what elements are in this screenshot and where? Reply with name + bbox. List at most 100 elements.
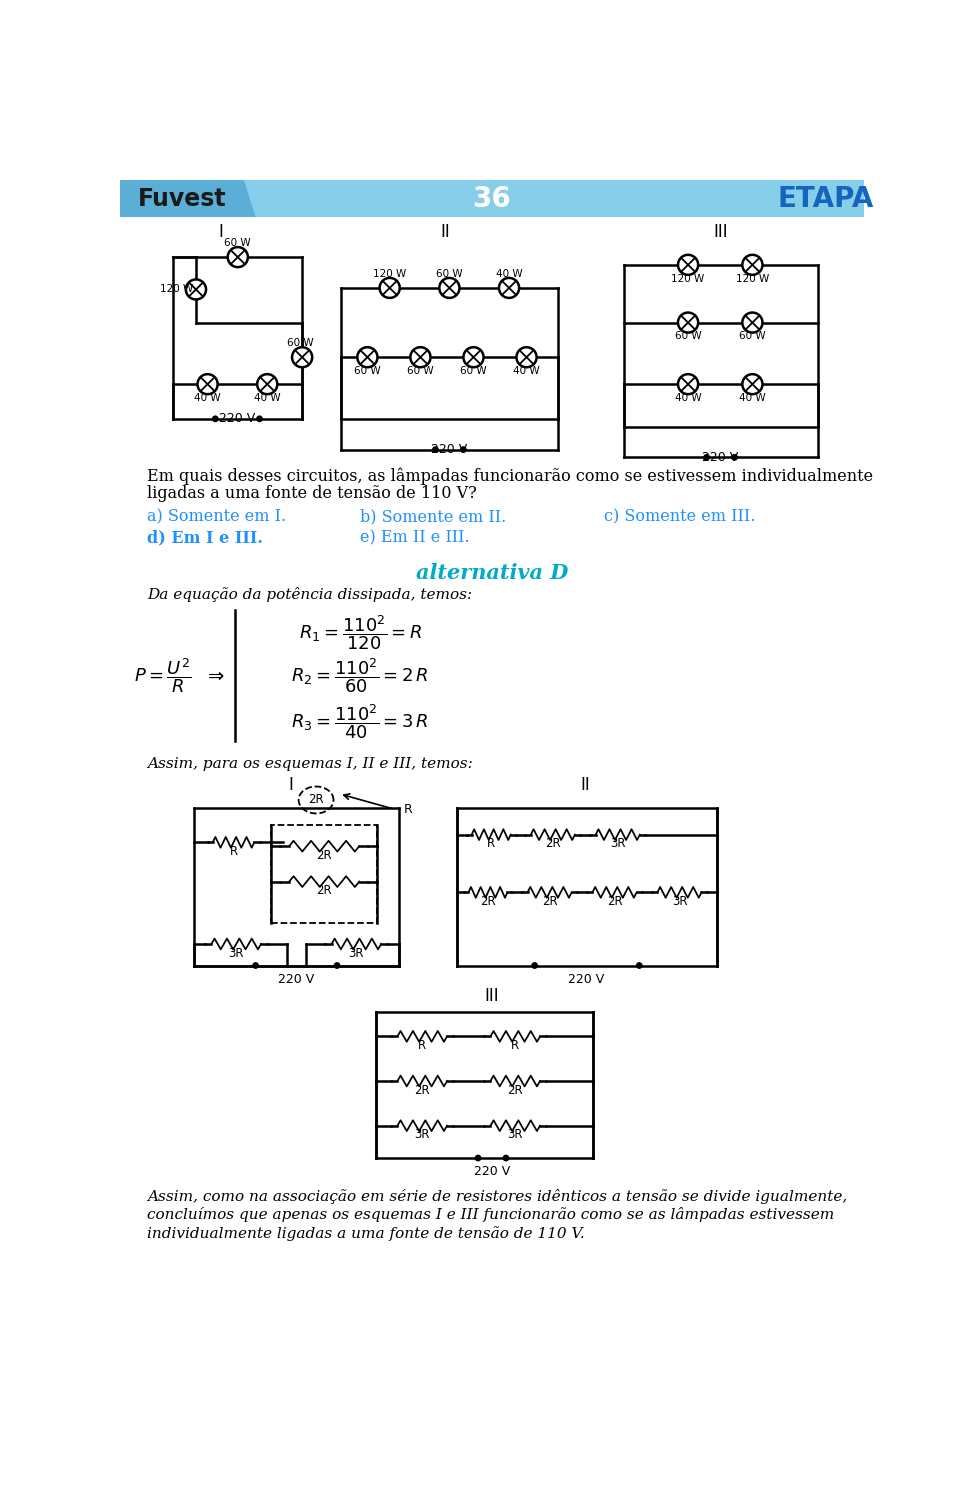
Text: Assim, como na associação em série de resistores idênticos a tensão se divide ig: Assim, como na associação em série de re… xyxy=(147,1189,848,1204)
Text: Em quais desses circuitos, as lâmpadas funcionarão como se estivessem individual: Em quais desses circuitos, as lâmpadas f… xyxy=(147,468,874,485)
Text: 3R: 3R xyxy=(610,838,626,851)
Text: 40 W: 40 W xyxy=(514,366,540,377)
Text: individualmente ligadas a uma fonte de tensão de 110 V.: individualmente ligadas a uma fonte de t… xyxy=(147,1226,585,1241)
Text: R: R xyxy=(403,803,413,815)
Circle shape xyxy=(379,278,399,297)
Text: $R_2 = \dfrac{110^2}{60} = 2\,R$: $R_2 = \dfrac{110^2}{60} = 2\,R$ xyxy=(292,656,429,695)
Text: e) Em II e III.: e) Em II e III. xyxy=(360,530,469,546)
Text: 60 W: 60 W xyxy=(407,366,434,377)
Text: 2R: 2R xyxy=(317,884,332,898)
Text: 60 W: 60 W xyxy=(287,338,314,348)
Text: 3R: 3R xyxy=(672,895,687,908)
Text: II: II xyxy=(441,224,450,242)
Text: 60 W: 60 W xyxy=(675,332,702,341)
Circle shape xyxy=(678,312,698,333)
Text: $\Rightarrow$: $\Rightarrow$ xyxy=(204,666,226,684)
Circle shape xyxy=(475,1156,481,1160)
Text: 60 W: 60 W xyxy=(460,366,487,377)
Text: 3R: 3R xyxy=(348,947,364,959)
Text: 2R: 2R xyxy=(415,1084,430,1097)
Text: R: R xyxy=(487,838,495,851)
Text: R: R xyxy=(511,1039,519,1052)
Text: 40 W: 40 W xyxy=(194,393,221,404)
Circle shape xyxy=(636,962,642,968)
Circle shape xyxy=(228,248,248,267)
Text: ETAPA: ETAPA xyxy=(777,185,874,213)
Circle shape xyxy=(357,347,377,368)
Circle shape xyxy=(186,279,206,300)
Circle shape xyxy=(440,278,460,297)
Text: 220 V: 220 V xyxy=(474,1165,510,1178)
Text: $P = \dfrac{U^2}{R}$: $P = \dfrac{U^2}{R}$ xyxy=(133,656,192,695)
Text: 60 W: 60 W xyxy=(354,366,381,377)
Circle shape xyxy=(503,1156,509,1160)
Text: ligadas a uma fonte de tensão de 110 V?: ligadas a uma fonte de tensão de 110 V? xyxy=(147,485,477,501)
Text: 2R: 2R xyxy=(508,1084,523,1097)
Text: 36: 36 xyxy=(472,185,512,213)
Circle shape xyxy=(257,374,277,395)
Text: 2R: 2R xyxy=(480,895,495,908)
Polygon shape xyxy=(120,180,255,218)
Text: 60 W: 60 W xyxy=(225,239,252,248)
Text: I: I xyxy=(288,776,293,794)
Text: 220 V: 220 V xyxy=(703,450,739,464)
Text: 40 W: 40 W xyxy=(254,393,280,404)
Text: Fuvest: Fuvest xyxy=(137,186,227,210)
Text: $R_1 = \dfrac{110^2}{120} = R$: $R_1 = \dfrac{110^2}{120} = R$ xyxy=(299,614,421,653)
Text: 2R: 2R xyxy=(545,838,561,851)
Text: 120 W: 120 W xyxy=(373,269,406,279)
Text: 120 W: 120 W xyxy=(735,273,769,284)
Circle shape xyxy=(532,962,538,968)
Text: 120 W: 120 W xyxy=(671,273,705,284)
Circle shape xyxy=(516,347,537,368)
Circle shape xyxy=(704,455,709,459)
Bar xyxy=(271,824,377,923)
Bar xyxy=(120,180,864,218)
Text: 40 W: 40 W xyxy=(495,269,522,279)
Text: I: I xyxy=(218,224,223,242)
Text: Assim, para os esquemas I, II e III, temos:: Assim, para os esquemas I, II e III, tem… xyxy=(147,757,473,772)
Circle shape xyxy=(256,416,262,422)
Circle shape xyxy=(433,447,438,452)
Circle shape xyxy=(410,347,430,368)
Text: 3R: 3R xyxy=(228,947,244,959)
Text: 2R: 2R xyxy=(308,794,324,806)
Text: 220 V: 220 V xyxy=(431,443,468,456)
Text: Da equação da potência dissipada, temos:: Da equação da potência dissipada, temos: xyxy=(147,587,472,602)
Text: 40 W: 40 W xyxy=(675,393,702,404)
Text: 60 W: 60 W xyxy=(436,269,463,279)
Circle shape xyxy=(461,447,466,452)
Text: 60 W: 60 W xyxy=(739,332,766,341)
Circle shape xyxy=(678,255,698,275)
Circle shape xyxy=(292,347,312,368)
Text: 3R: 3R xyxy=(415,1129,430,1141)
Circle shape xyxy=(732,455,737,459)
Text: 2R: 2R xyxy=(317,850,332,862)
Circle shape xyxy=(334,962,340,968)
Circle shape xyxy=(464,347,484,368)
Text: a) Somente em I.: a) Somente em I. xyxy=(147,509,286,525)
Text: 220 V: 220 V xyxy=(219,413,255,425)
Text: 2R: 2R xyxy=(607,895,622,908)
Text: II: II xyxy=(580,776,589,794)
Text: R: R xyxy=(419,1039,426,1052)
Text: alternativa D: alternativa D xyxy=(416,563,568,582)
Circle shape xyxy=(742,312,762,333)
Text: b) Somente em II.: b) Somente em II. xyxy=(360,509,507,525)
Circle shape xyxy=(678,374,698,395)
Text: 120 W: 120 W xyxy=(160,285,193,294)
Text: 220 V: 220 V xyxy=(277,973,314,986)
Text: 40 W: 40 W xyxy=(739,393,766,404)
Text: III: III xyxy=(485,988,499,1006)
Text: $R_3 = \dfrac{110^2}{40} = 3\,R$: $R_3 = \dfrac{110^2}{40} = 3\,R$ xyxy=(292,702,429,741)
Circle shape xyxy=(212,416,218,422)
Text: c) Somente em III.: c) Somente em III. xyxy=(605,509,756,525)
Text: III: III xyxy=(713,224,728,242)
Text: 3R: 3R xyxy=(508,1129,523,1141)
Circle shape xyxy=(198,374,218,395)
Text: 220 V: 220 V xyxy=(568,973,605,986)
Text: R: R xyxy=(229,845,238,859)
Text: concluímos que apenas os esquemas I e III funcionarão como se as lâmpadas estive: concluímos que apenas os esquemas I e II… xyxy=(147,1207,834,1222)
Circle shape xyxy=(499,278,519,297)
Text: d) Em I e III.: d) Em I e III. xyxy=(147,530,263,546)
